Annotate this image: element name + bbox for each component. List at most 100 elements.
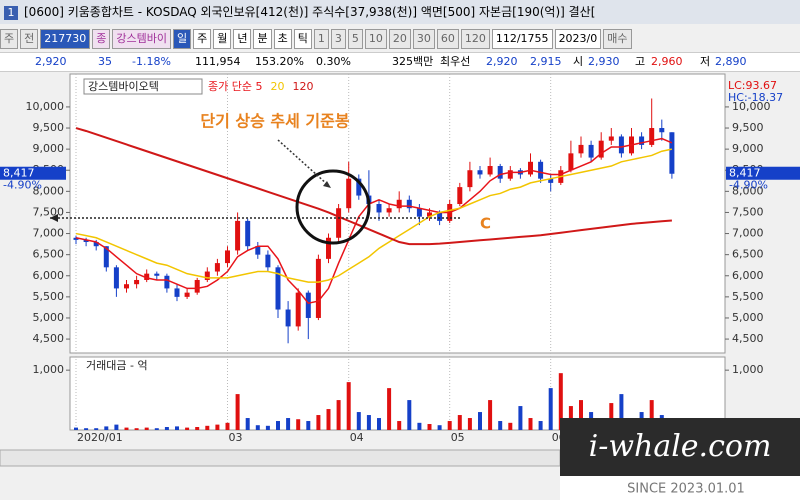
- volume-bar: [164, 427, 169, 430]
- candle-body: [103, 246, 109, 268]
- candle-body: [649, 128, 655, 145]
- count[interactable]: 1: [313, 29, 329, 49]
- price-tag-box: [726, 166, 800, 180]
- y-tick-label: 1,000: [33, 363, 65, 376]
- title-bar: 1 [0600] 키움종합차트 - KOSDAQ 외국인보유[412(천)] 주식…: [0, 0, 800, 24]
- quote-item: 2,920: [486, 55, 518, 68]
- y-tick-label: 6,000: [732, 269, 764, 282]
- volume-bar: [397, 421, 402, 430]
- volume-bar: [609, 403, 614, 430]
- candle-body: [477, 170, 483, 175]
- y-tick-label: 7,500: [732, 205, 764, 218]
- y-tick-label: 5,000: [33, 311, 65, 324]
- count[interactable]: 3: [330, 29, 346, 49]
- moving-average: [75, 127, 672, 246]
- volume-bar: [326, 409, 331, 430]
- volume-bar: [579, 400, 583, 430]
- y-tick-label: 10,000: [732, 100, 771, 113]
- volume-bar: [175, 426, 179, 430]
- position[interactable]: 112/1755: [491, 29, 553, 49]
- date[interactable]: 2023/0: [554, 29, 602, 49]
- candle-body: [174, 288, 180, 297]
- period[interactable]: 주: [0, 29, 19, 49]
- note-arrow: [277, 139, 329, 186]
- y-tick-label: 5,500: [33, 290, 65, 303]
- scrollbar[interactable]: [0, 449, 561, 467]
- volume-bar: [144, 427, 149, 430]
- chart-title: 강스템바이오텍: [88, 80, 159, 93]
- quote-item: 2,920: [35, 55, 67, 68]
- y-tick-label: 9,500: [33, 121, 65, 134]
- candle-body: [538, 161, 544, 179]
- volume-bar: [336, 400, 341, 430]
- code[interactable]: 217730: [40, 29, 91, 49]
- volume-bar: [498, 421, 503, 430]
- market[interactable]: 종: [92, 29, 111, 49]
- volume-bar: [195, 427, 200, 430]
- x-tick-label: 2020/01: [77, 431, 123, 444]
- volume-bar: [215, 424, 220, 430]
- volume-bar: [377, 418, 381, 430]
- hc-label: HC:-18.37: [728, 91, 783, 104]
- candle-body: [376, 204, 382, 213]
- count[interactable]: 30: [412, 29, 435, 49]
- volume-bar: [84, 428, 89, 430]
- interval[interactable]: 주: [193, 29, 212, 49]
- interval[interactable]: 월: [213, 29, 232, 49]
- volume-bar: [437, 425, 442, 430]
- since: SINCE 2023.01.01: [627, 482, 745, 497]
- order[interactable]: 매수: [603, 29, 632, 49]
- prev[interactable]: 전: [20, 29, 39, 49]
- volume-bar: [407, 400, 412, 430]
- x-tick-label: 05: [451, 431, 465, 444]
- y-tick-label: 9,500: [732, 121, 764, 134]
- interval[interactable]: 분: [253, 29, 272, 49]
- legend-entry: 종가 단순 5: [208, 80, 262, 93]
- legend-box: [83, 78, 203, 95]
- level-arrow: [50, 214, 58, 222]
- y-tick-label: 7,500: [33, 205, 65, 218]
- y-tick-label: 7,000: [33, 227, 65, 240]
- change-tag: -4.90%: [3, 179, 42, 192]
- interval[interactable]: 일: [172, 29, 192, 49]
- legend-entry: 120: [292, 80, 313, 93]
- candle-body: [305, 292, 311, 318]
- volume-bar: [447, 421, 452, 430]
- quote-item: 2,960: [651, 55, 683, 68]
- candle-body: [528, 161, 533, 175]
- volume-bar: [306, 421, 311, 430]
- y-tick-label: 9,000: [33, 142, 65, 155]
- count[interactable]: 60: [436, 29, 459, 49]
- candle-body: [669, 132, 675, 174]
- candle-body: [164, 275, 170, 289]
- interval[interactable]: 초: [273, 29, 292, 49]
- volume-bar: [205, 425, 210, 430]
- count[interactable]: 10: [364, 29, 387, 49]
- price-tag: 8,417: [3, 167, 35, 180]
- y-tick-label: 6,500: [33, 248, 65, 261]
- volume-bar: [508, 422, 513, 430]
- y-tick-label: 9,000: [732, 142, 764, 155]
- volume-bar: [366, 415, 371, 430]
- y-tick-label: 8,000: [33, 184, 65, 197]
- x-tick-label: 04: [350, 431, 364, 444]
- count[interactable]: 5: [347, 29, 363, 49]
- y-tick-label: 7,000: [732, 227, 764, 240]
- y-tick-label: 4,500: [33, 332, 65, 345]
- count[interactable]: 20: [388, 29, 411, 49]
- candle-body: [326, 237, 331, 259]
- interval[interactable]: 년: [233, 29, 252, 49]
- volume-bar: [528, 418, 533, 430]
- candle-body: [588, 144, 594, 158]
- volume-bar: [94, 428, 99, 430]
- stock-name[interactable]: 강스템바이: [112, 29, 171, 49]
- candle-body: [194, 279, 200, 293]
- interval[interactable]: 틱: [293, 29, 312, 49]
- volume-bar: [114, 424, 119, 430]
- price-panel: [69, 73, 726, 354]
- count[interactable]: 120: [460, 29, 490, 49]
- volume-bar: [104, 426, 109, 430]
- candle-body: [113, 267, 119, 289]
- quote-item: 2,915: [530, 55, 562, 68]
- x-tick-label: 03: [229, 431, 243, 444]
